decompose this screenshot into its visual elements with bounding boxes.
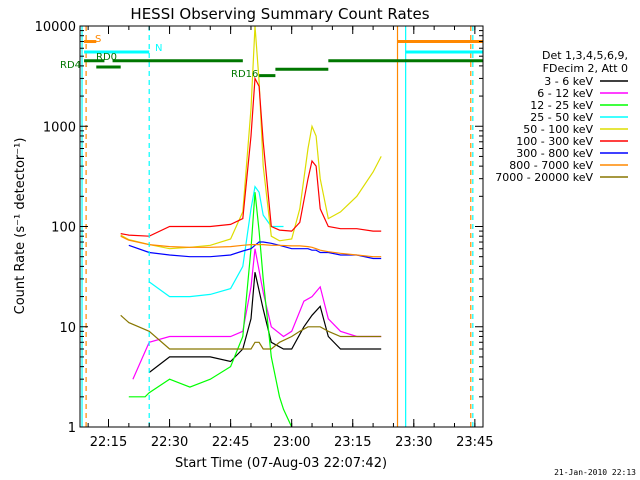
y-tick-label-4: 1000 [43,120,76,135]
series-line-3 [128,192,293,428]
y-tick-label-1: 1 [68,421,76,436]
state-label-s: S [95,34,101,45]
x-tick-label-2: 22:30 [151,435,188,450]
x-tick-label-5: 23:15 [334,435,371,450]
legend-label-9: 7000 - 20000 keV [495,171,593,184]
legend-label-4: 25 - 50 keV [530,111,593,124]
y-tick-label-5: 10000 [35,20,76,35]
x-axis-label: Start Time (07-Aug-03 22:07:42) [175,456,387,471]
legend-label-6: 100 - 300 keV [516,135,593,148]
state-label-rd16: RD16 [231,69,258,80]
series-line-2 [132,248,382,380]
state-label-rd0: RD0 [96,52,117,63]
legend: Det 1,3,4,5,6,9,FDecim 2, Att 03 - 6 keV… [495,49,628,184]
legend-label-8: 800 - 7000 keV [509,159,593,172]
x-tick-label-3: 22:45 [212,435,249,450]
series-line-6 [120,76,382,237]
series-line-8 [120,235,382,258]
x-tick-label-6: 23:30 [395,435,432,450]
state-label-n: N [155,43,162,54]
x-tick-label-1: 22:15 [90,435,127,450]
legend-label-3: 12 - 25 keV [530,99,593,112]
legend-label-2: 6 - 12 keV [537,87,593,100]
y-tick-label-2: 10 [59,321,76,336]
x-tick-label-4: 23:00 [273,435,310,450]
legend-label-7: 300 - 800 keV [516,147,593,160]
y-axis-label: Count Rate (s⁻¹ detector⁻¹) [13,138,28,315]
axes: S N RD0 RD4 RD16 22:15 22:30 22:45 23:00 23:15 23:… [35,20,494,450]
series-line-1 [148,272,382,373]
series-line-9 [120,314,382,350]
state-label-rd4: RD4 [60,60,81,71]
footer-date: 21-Jan-2010 22:13 [554,468,636,477]
x-tick-label-7: 23:45 [456,435,493,450]
legend-label-5: 50 - 100 keV [523,123,593,136]
legend-title-line-1: Det 1,3,4,5,6,9, [542,49,628,62]
legend-title-line-2: FDecim 2, Att 0 [543,62,628,75]
plot-area [81,25,483,428]
y-tick-label-3: 100 [51,221,76,236]
series-line-7 [128,241,382,260]
chart-title: HESSI Observing Summary Count Rates [130,5,429,23]
legend-label-1: 3 - 6 keV [544,75,593,88]
